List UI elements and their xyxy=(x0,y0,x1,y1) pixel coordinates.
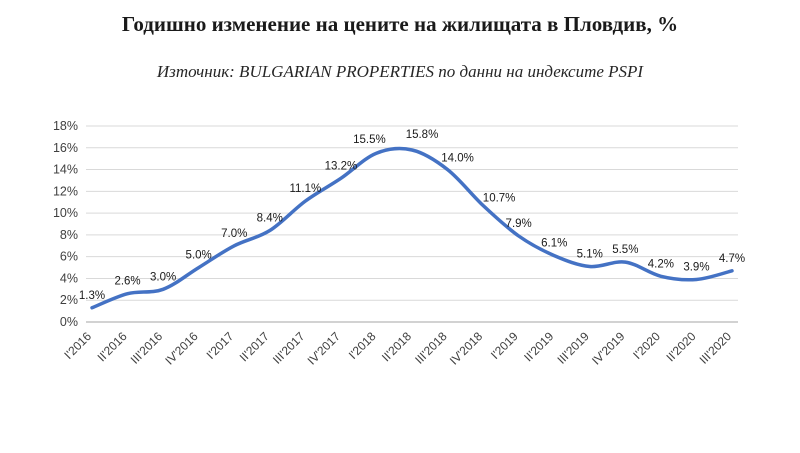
x-axis-tick-label: IV'2019 xyxy=(589,329,628,368)
chart-page: Годишно изменение на цените на жилищата … xyxy=(0,10,800,453)
data-point-label: 11.1% xyxy=(289,183,321,195)
data-point-label: 7.0% xyxy=(221,228,247,240)
y-axis-tick-label: 8% xyxy=(60,228,78,242)
data-point-label: 4.2% xyxy=(648,259,674,271)
data-point-label: 3.0% xyxy=(150,272,176,284)
x-axis-tick-label: I'2017 xyxy=(204,329,237,362)
x-axis-tick-label: I'2019 xyxy=(488,329,521,362)
data-point-label: 5.0% xyxy=(186,250,212,262)
y-axis-tick-label: 16% xyxy=(53,141,78,155)
chart-title: Годишно изменение на цените на жилищата … xyxy=(121,12,679,36)
data-point-label: 10.7% xyxy=(483,193,516,205)
data-point-label: 14.0% xyxy=(441,153,474,165)
data-point-label: 15.8% xyxy=(406,129,439,141)
x-axis-tick-label: II'2016 xyxy=(95,329,130,364)
data-point-label: 5.5% xyxy=(612,244,638,256)
x-axis-tick-label: IV'2018 xyxy=(447,329,486,368)
x-axis-tick-label: IV'2016 xyxy=(162,329,201,368)
x-axis-tick-label: I'2020 xyxy=(630,329,663,362)
data-point-label: 7.9% xyxy=(506,218,532,230)
y-axis-tick-label: 18% xyxy=(53,119,78,133)
x-axis-tick-label: III'2019 xyxy=(554,329,592,367)
y-axis-tick-label: 4% xyxy=(60,272,78,286)
x-axis-tick-label: II'2019 xyxy=(521,329,556,364)
y-axis-tick-label: 12% xyxy=(53,185,78,199)
x-axis-tick-label: III'2020 xyxy=(697,329,735,367)
y-axis-tick-label: 2% xyxy=(60,294,78,308)
data-point-label: 4.7% xyxy=(719,253,745,265)
price-change-line xyxy=(90,147,734,310)
x-axis-tick-label: II'2017 xyxy=(237,329,272,364)
chart-source-subtitle: Източник: BULGARIAN PROPERTIES по данни … xyxy=(156,62,644,82)
data-point-label: 15.5% xyxy=(353,135,386,147)
line-chart-canvas: 0%2%4%6%8%10%12%14%16%18%I'2016 II'2016II… xyxy=(53,119,745,368)
x-axis-tick-label: IV'2017 xyxy=(305,329,344,368)
data-point-label: 1.3% xyxy=(79,290,105,302)
y-axis-tick-label: 14% xyxy=(53,163,78,177)
data-point-label: 6.1% xyxy=(541,238,567,250)
x-axis-tick-label: III'2017 xyxy=(270,329,308,367)
line-chart: 0% 2% 4% 6% 8% 10% 12% 14% 16% 18% I'2016 II'2016 II… xyxy=(8,98,800,403)
y-axis-tick-label: 0% xyxy=(60,315,78,329)
data-point-label: 3.9% xyxy=(683,262,709,274)
y-axis-tick-label: 10% xyxy=(53,206,78,220)
y-axis-tick-label: 6% xyxy=(60,250,78,264)
x-axis-tick-label: III'2016 xyxy=(128,329,166,367)
data-point-label: 2.6% xyxy=(114,276,140,288)
x-axis-tick-label: III'2018 xyxy=(412,329,450,367)
x-axis-tick-label: II'2020 xyxy=(663,329,698,364)
data-point-label: 13.2% xyxy=(325,161,358,173)
x-axis-tick-label: I'2016 xyxy=(61,329,94,362)
x-axis-tick-label: I'2018 xyxy=(346,329,379,362)
x-axis-tick-label: II'2018 xyxy=(379,329,414,364)
data-point-label: 8.4% xyxy=(257,213,283,225)
data-point-label: 5.1% xyxy=(577,249,603,261)
